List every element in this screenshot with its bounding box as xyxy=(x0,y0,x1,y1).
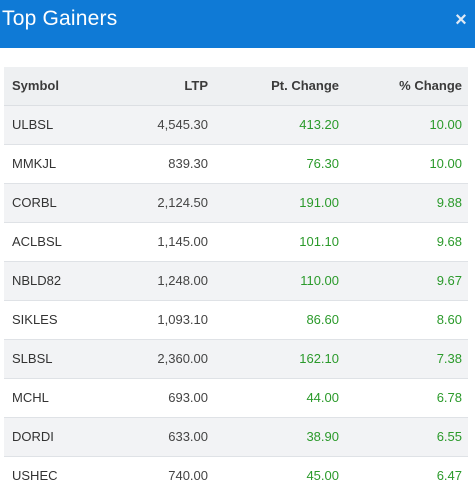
pt-change-cell: 162.10 xyxy=(299,351,339,366)
pct-change-cell: 9.67 xyxy=(436,273,462,288)
pt-change-cell: 76.30 xyxy=(306,156,339,171)
pct-change-cell: 10.00 xyxy=(429,117,462,132)
pt-change-cell: 191.00 xyxy=(299,195,339,210)
top-gainers-table: Symbol LTP Pt. Change % Change ULBSL 4,54… xyxy=(4,67,468,489)
pct-change-cell: 8.60 xyxy=(436,312,462,327)
pt-change-cell: 413.20 xyxy=(299,117,339,132)
ltp-cell: 1,093.10 xyxy=(157,312,208,327)
pt-change-cell: 38.90 xyxy=(306,429,339,444)
pct-change-cell: 9.68 xyxy=(436,234,462,249)
ltp-cell: 633.00 xyxy=(168,429,208,444)
symbol-cell[interactable]: ULBSL xyxy=(12,117,54,132)
pt-change-cell: 44.00 xyxy=(306,390,339,405)
column-header-pt-change[interactable]: Pt. Change xyxy=(208,67,339,106)
table-row[interactable]: SLBSL 2,360.00 162.10 7.38 xyxy=(4,339,468,378)
table-row[interactable]: SIKLES 1,093.10 86.60 8.60 xyxy=(4,300,468,339)
column-header-symbol[interactable]: Symbol xyxy=(4,67,130,106)
modal-title: Top Gainers xyxy=(2,7,118,30)
table-row[interactable]: MMKJL 839.30 76.30 10.00 xyxy=(4,144,468,183)
table-row[interactable]: ULBSL 4,545.30 413.20 10.00 xyxy=(4,105,468,144)
table-row[interactable]: CORBL 2,124.50 191.00 9.88 xyxy=(4,183,468,222)
pct-change-cell: 6.47 xyxy=(436,468,462,483)
pt-change-cell: 45.00 xyxy=(306,468,339,483)
column-header-pct-change[interactable]: % Change xyxy=(339,67,468,106)
pct-change-cell: 7.38 xyxy=(436,351,462,366)
table-header-row: Symbol LTP Pt. Change % Change xyxy=(4,67,468,106)
pct-change-cell: 10.00 xyxy=(429,156,462,171)
symbol-cell[interactable]: DORDI xyxy=(12,429,54,444)
ltp-cell: 1,145.00 xyxy=(157,234,208,249)
close-icon[interactable]: × xyxy=(455,9,467,31)
symbol-cell[interactable]: USHEC xyxy=(12,468,58,483)
table-row[interactable]: MCHL 693.00 44.00 6.78 xyxy=(4,378,468,417)
symbol-cell[interactable]: SIKLES xyxy=(12,312,58,327)
symbol-cell[interactable]: ACLBSL xyxy=(12,234,62,249)
table-body: ULBSL 4,545.30 413.20 10.00 MMKJL 839.30 76.30… xyxy=(4,105,468,489)
table-row[interactable]: ACLBSL 1,145.00 101.10 9.68 xyxy=(4,222,468,261)
pct-change-cell: 6.55 xyxy=(436,429,462,444)
symbol-cell[interactable]: NBLD82 xyxy=(12,273,62,288)
ltp-cell: 740.00 xyxy=(168,468,208,483)
ltp-cell: 2,124.50 xyxy=(157,195,208,210)
table-header: Symbol LTP Pt. Change % Change xyxy=(4,67,468,106)
symbol-cell[interactable]: CORBL xyxy=(12,195,57,210)
pt-change-cell: 101.10 xyxy=(299,234,339,249)
ltp-cell: 1,248.00 xyxy=(157,273,208,288)
symbol-cell[interactable]: SLBSL xyxy=(12,351,53,366)
pct-change-cell: 9.88 xyxy=(436,195,462,210)
ltp-cell: 693.00 xyxy=(168,390,208,405)
ltp-cell: 839.30 xyxy=(168,156,208,171)
pt-change-cell: 110.00 xyxy=(300,273,339,288)
pct-change-cell: 6.78 xyxy=(436,390,462,405)
modal-header: Top Gainers × xyxy=(0,0,475,48)
top-gainers-table-container: Symbol LTP Pt. Change % Change ULBSL 4,54… xyxy=(4,67,468,489)
column-header-ltp[interactable]: LTP xyxy=(130,67,208,106)
ltp-cell: 4,545.30 xyxy=(157,117,208,132)
symbol-cell[interactable]: MMKJL xyxy=(12,156,57,171)
pt-change-cell: 86.60 xyxy=(306,312,339,327)
table-row[interactable]: USHEC 740.00 45.00 6.47 xyxy=(4,456,468,489)
symbol-cell[interactable]: MCHL xyxy=(12,390,49,405)
ltp-cell: 2,360.00 xyxy=(157,351,208,366)
table-row[interactable]: DORDI 633.00 38.90 6.55 xyxy=(4,417,468,456)
table-row[interactable]: NBLD82 1,248.00 110.00 9.67 xyxy=(4,261,468,300)
